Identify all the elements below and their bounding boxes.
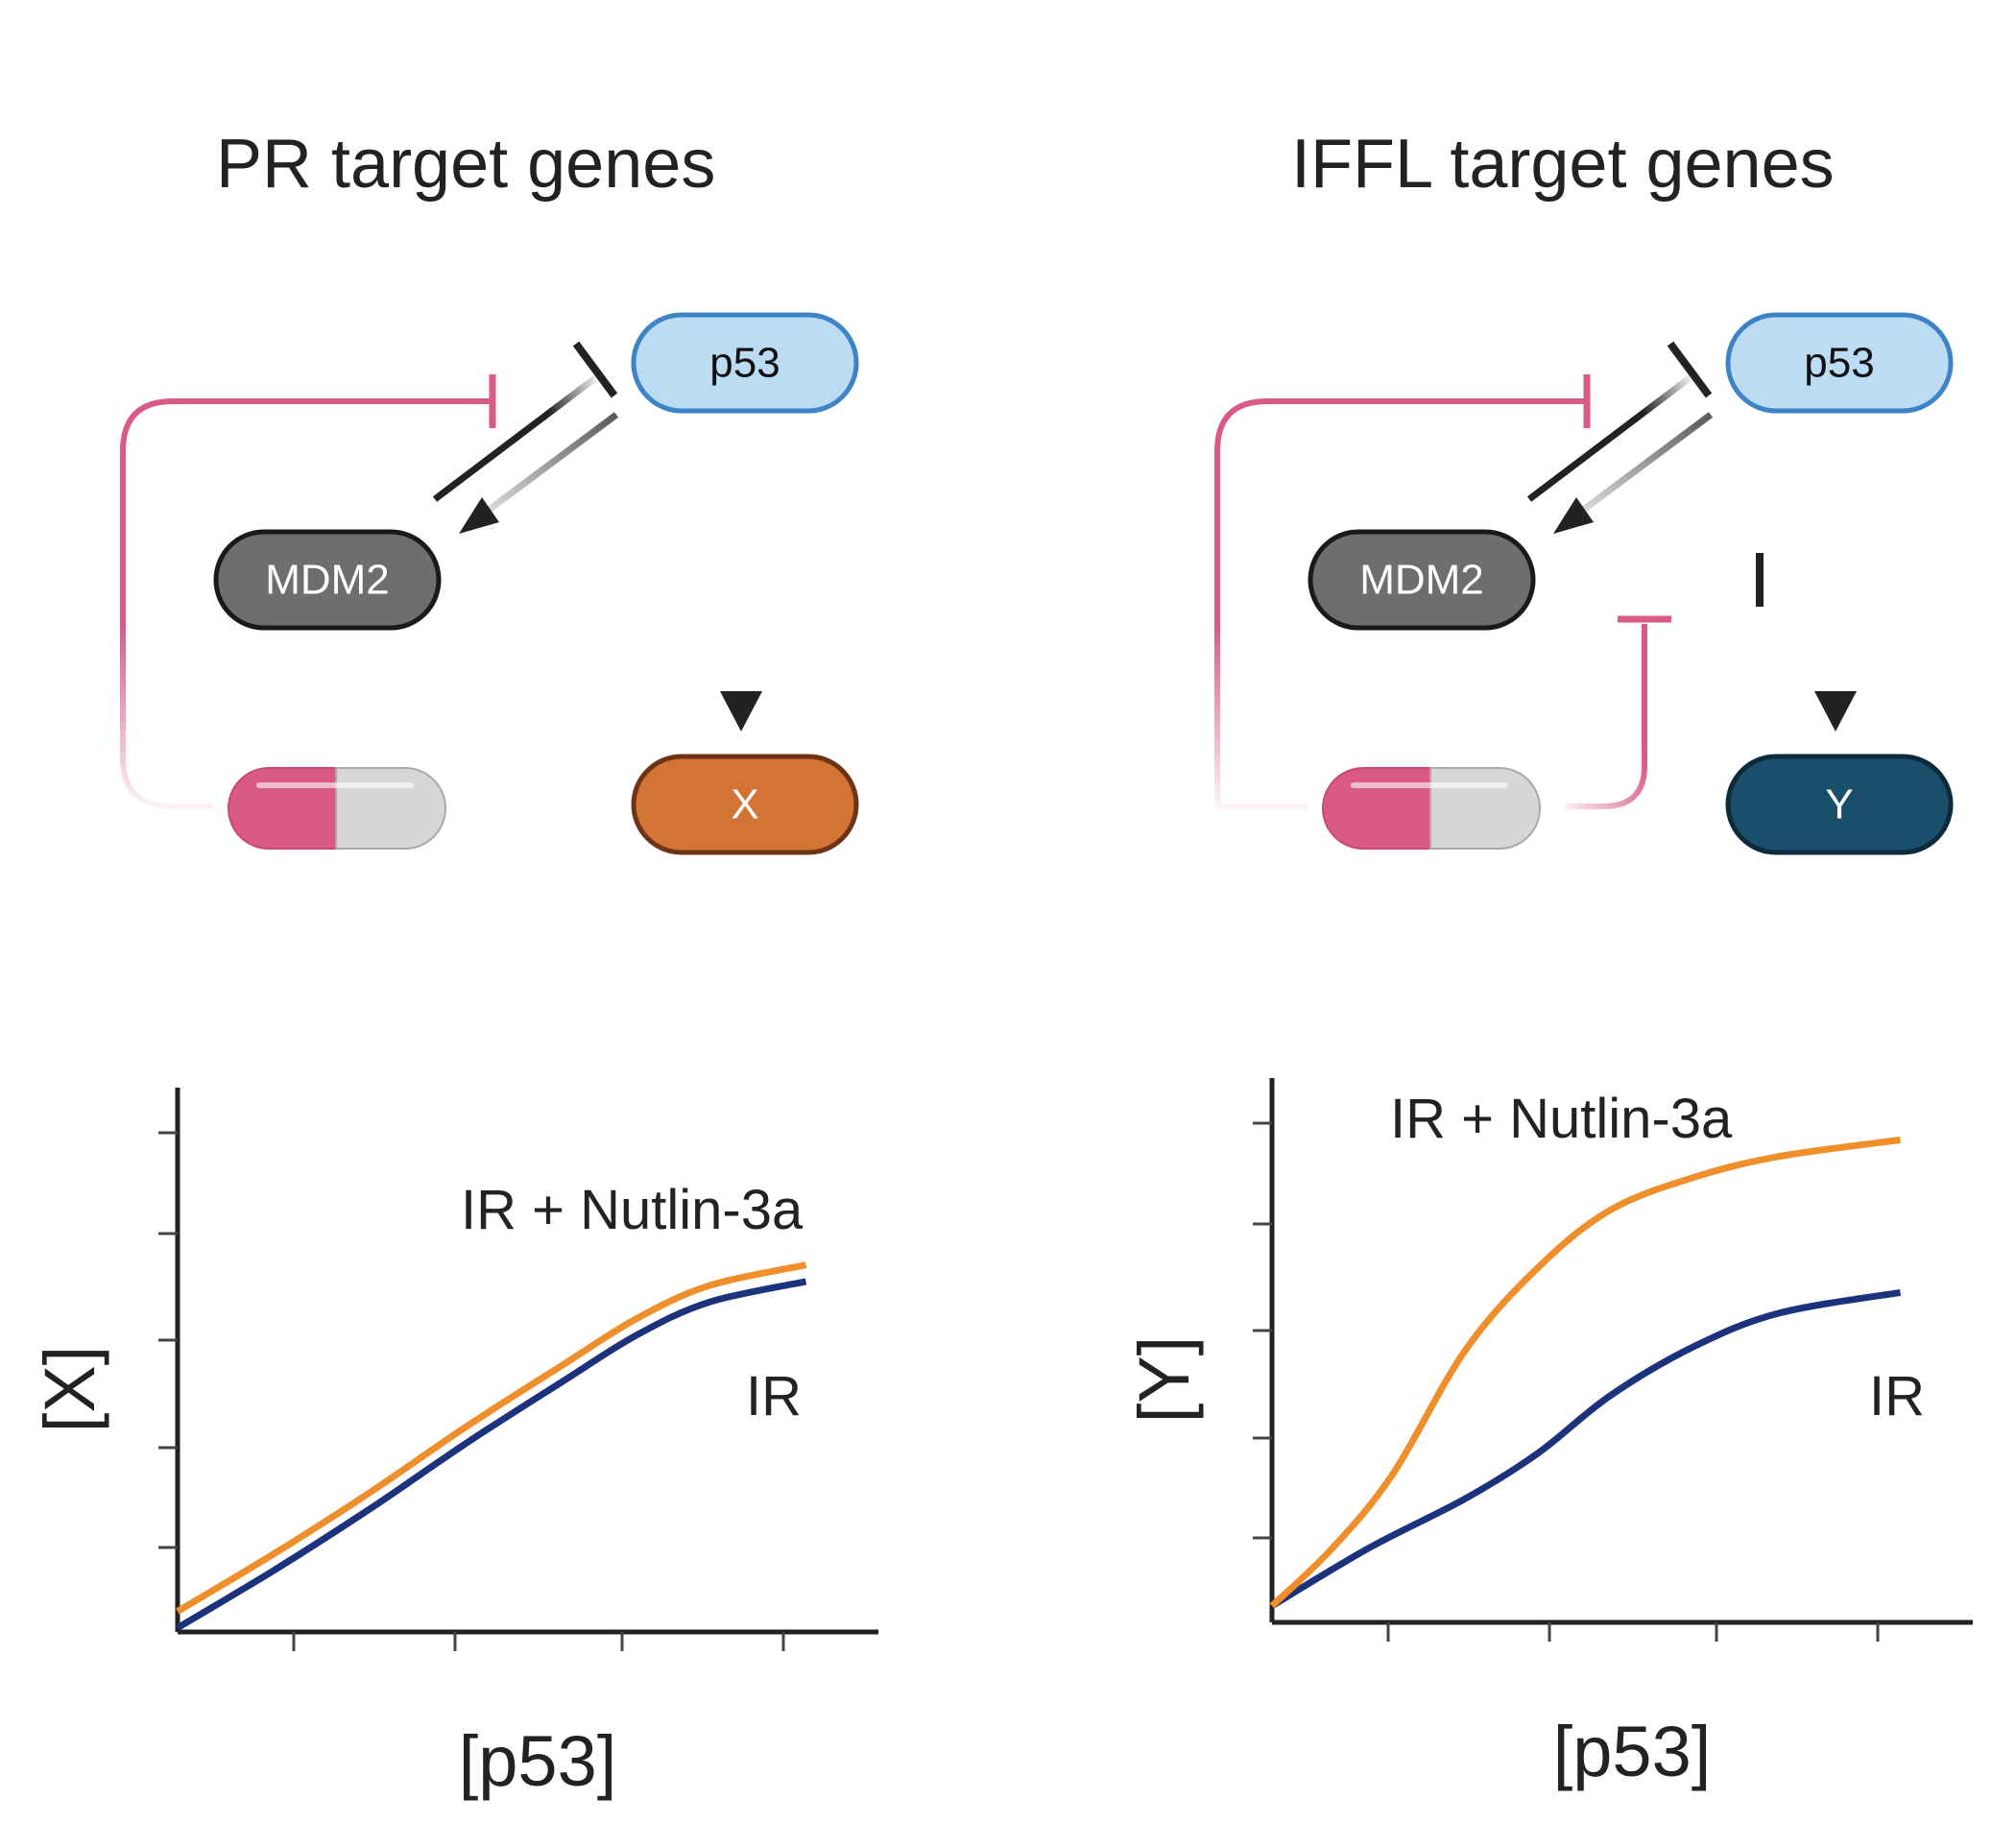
- chart-x-series-label-nutlin: IR + Nutlin-3a: [461, 1179, 804, 1241]
- chart-x-series-line-nutlin: [176, 1261, 807, 1615]
- chart-y-series-line-ir: [1270, 1288, 1902, 1609]
- chart-x-x-ticks: [292, 1632, 785, 1651]
- chart-x-series-line-ir: [176, 1278, 807, 1631]
- p53-activates-mdm2-edge: [1579, 412, 1714, 514]
- mdm2-inhibits-p53-bar: [572, 341, 618, 398]
- chart-y-x-axis-label: [p53]: [1553, 1712, 1712, 1791]
- chart-y-series-label-ir: IR: [1869, 1365, 1925, 1427]
- p53-activates-target-arrowhead: [720, 691, 762, 732]
- mdm2-inhibits-p53-edge: [432, 372, 603, 502]
- drug-inhibition-edge: [1214, 398, 1584, 809]
- mdm2-inhibits-p53-bar: [1667, 341, 1713, 398]
- target-gene-y-node: Y: [1725, 754, 1954, 855]
- pr-panel: PR target genes: [30, 126, 878, 1801]
- p53-node: p53: [631, 312, 859, 414]
- chart-x-y-axis-label: [X]: [30, 1346, 109, 1432]
- p53-node-label: p53: [709, 340, 780, 387]
- iffl-network-diagram: p53 MDM2 Y: [1124, 312, 1973, 1791]
- p53-activates-target-arrowhead: [1814, 691, 1857, 732]
- drug-inhibition-edge: [120, 398, 490, 809]
- mdm2-node: MDM2: [213, 529, 442, 631]
- chart-x-series-label-ir: IR: [746, 1365, 802, 1427]
- chart-y-series-line-nutlin: [1269, 1136, 1901, 1609]
- chart-y-series-label-nutlin: IR + Nutlin-3a: [1390, 1088, 1733, 1150]
- pr-network-diagram: p53 MDM2 X: [30, 312, 878, 1801]
- chart-y-x-ticks: [1386, 1622, 1880, 1642]
- drug-capsule-icon: [228, 767, 446, 850]
- mdm2-node-label: MDM2: [265, 557, 390, 604]
- target-gene-y-label: Y: [1825, 781, 1853, 828]
- p53-node: p53: [1725, 312, 1954, 414]
- chart-x: IR + Nutlin-3a IR [p53] [X]: [30, 1088, 878, 1801]
- p53-activates-mdm2-arrowhead: [459, 497, 499, 534]
- chart-y: IR + Nutlin-3a IR [p53] [Y]: [1124, 1078, 1973, 1791]
- p53-activates-mdm2-edge: [485, 412, 619, 514]
- drug-capsule-icon: [1322, 767, 1541, 850]
- p53-activates-mdm2-arrowhead: [1553, 497, 1594, 534]
- chart-y-y-axis-label: [Y]: [1124, 1336, 1204, 1423]
- drug-inhibits-mdm2-target-edge: [1565, 624, 1647, 809]
- pr-panel-title: PR target genes: [216, 126, 716, 203]
- target-gene-x-node: X: [631, 754, 859, 855]
- chart-x-series: [176, 1261, 807, 1631]
- mdm2-inhibits-p53-edge: [1526, 372, 1697, 502]
- target-gene-x-label: X: [731, 781, 758, 828]
- chart-y-series: [1269, 1136, 1902, 1609]
- iffl-panel-title: IFFL target genes: [1291, 126, 1835, 203]
- p53-node-label: p53: [1804, 340, 1874, 387]
- chart-x-y-ticks: [158, 1131, 178, 1549]
- iffl-panel: IFFL target genes: [1094, 0, 2016, 1823]
- chart-y-y-ticks: [1253, 1121, 1272, 1540]
- mdm2-node: MDM2: [1308, 529, 1536, 631]
- chart-x-x-axis-label: [p53]: [459, 1721, 617, 1801]
- mdm2-node-label: MDM2: [1359, 557, 1484, 604]
